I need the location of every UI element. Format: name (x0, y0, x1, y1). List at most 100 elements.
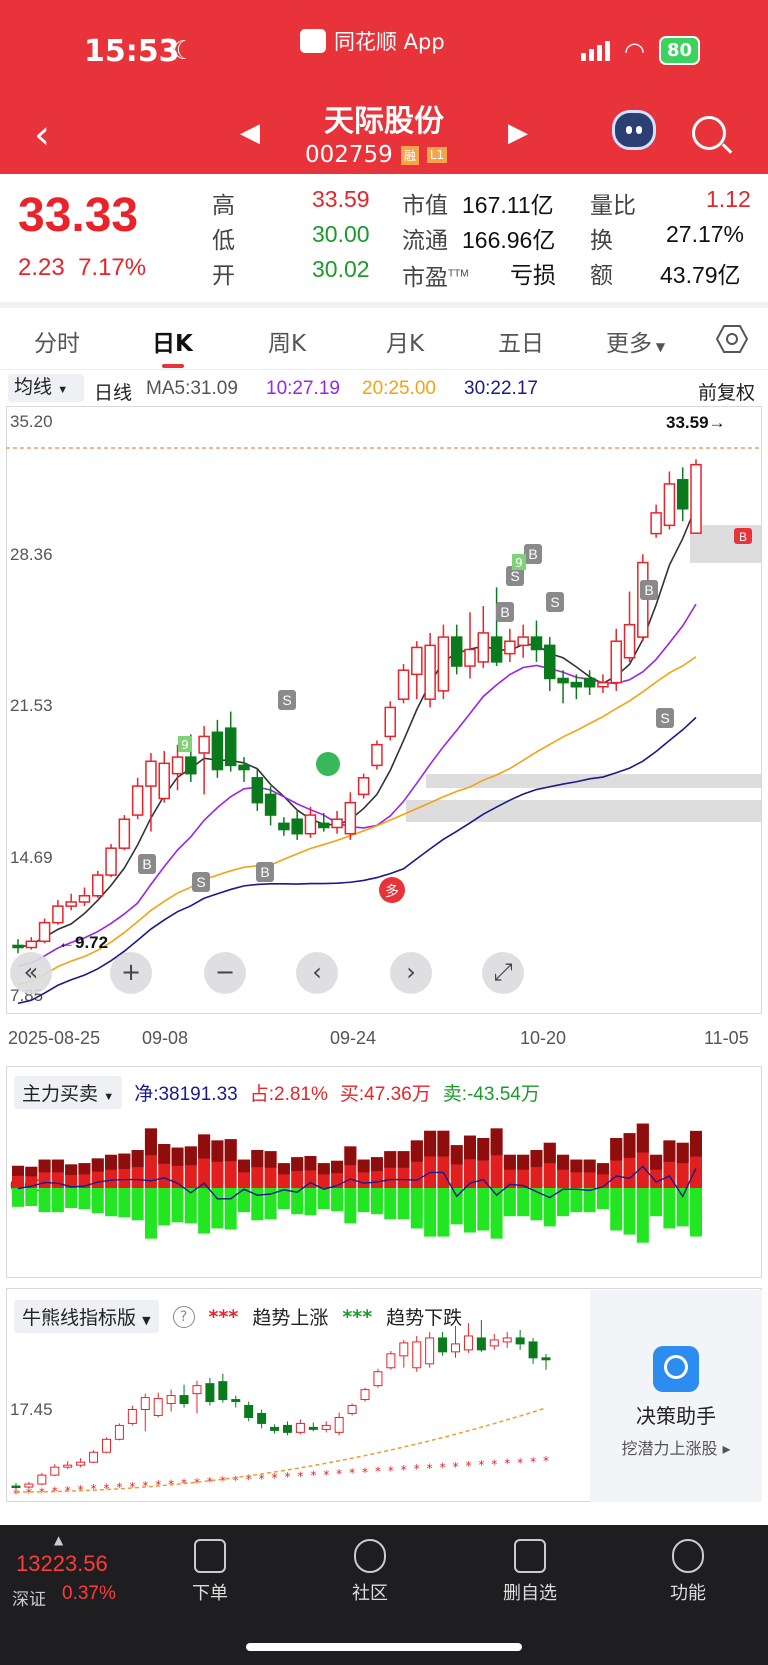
index-percent: 0.37% (62, 1583, 116, 1604)
trend-dot: * (116, 1481, 122, 1495)
app-logo-icon (300, 29, 326, 53)
tab-intraday[interactable]: 分时 (34, 331, 80, 357)
ma5-value: MA5:31.09 (146, 378, 238, 399)
sell-bar (51, 1188, 64, 1213)
volume-ratio-value: 1.12 (706, 186, 751, 212)
collapse-left-button[interactable]: « (10, 952, 52, 994)
trend-dot: * (349, 1466, 355, 1480)
buy-marker-text: B (739, 530, 747, 544)
sell-bar (397, 1188, 410, 1220)
sell-marker-text: S (196, 874, 205, 890)
back-button[interactable]: ‹ (34, 112, 50, 158)
menu-circle-icon (672, 1539, 704, 1573)
chevron-down-icon: ▼ (103, 1091, 115, 1103)
candle-up (65, 901, 77, 907)
tab-five-day[interactable]: 五日 (498, 331, 544, 357)
zoom-out-button[interactable]: − (204, 952, 246, 994)
money-flow-legend: 主力买卖 ▼ 净:38191.33 占:2.81% 买:47.36万 卖:-43… (14, 1076, 540, 1109)
tab-weekly-k[interactable]: 周K (268, 331, 307, 357)
kline-chart[interactable]: S B S B B S B S B S B 多 9 9 33.59→ ←9.72 (6, 406, 762, 1014)
nav-community-label: 社区 (352, 1583, 388, 1604)
big-buy-bar (676, 1142, 689, 1164)
bb-candle-down (308, 1426, 318, 1430)
buy-marker-text: B (500, 604, 509, 620)
bb-candle-up (334, 1416, 344, 1433)
big-buy-bar (610, 1138, 623, 1161)
bull-bear-selector[interactable]: 牛熊线指标版 ▼ (14, 1300, 159, 1333)
trend-dot: * (465, 1459, 471, 1473)
sell-marker (192, 872, 210, 892)
decision-assistant-card[interactable]: 决策助手 挖潜力上涨股 ▸ (590, 1290, 762, 1502)
buy-marker (640, 580, 658, 600)
ma-selector[interactable]: 均线 ▼ (8, 374, 84, 402)
bb-candle-up (412, 1341, 422, 1369)
bb-candle-down (205, 1383, 215, 1403)
zone-box (406, 800, 762, 822)
float-value: 166.96亿 (462, 227, 556, 253)
trend-dot: * (194, 1476, 200, 1490)
bear-marker (316, 752, 340, 776)
big-buy-bar (570, 1159, 583, 1173)
big-buy-bar (91, 1158, 104, 1172)
tab-more[interactable]: 更多 ▼ (606, 324, 665, 358)
sell-bar (464, 1188, 476, 1233)
fullscreen-button[interactable]: ⤢ (482, 952, 524, 994)
trend-dot: * (491, 1457, 497, 1471)
nav-order[interactable]: 下单 (170, 1539, 250, 1605)
zoom-in-button[interactable]: + (110, 952, 152, 994)
search-icon[interactable] (692, 116, 726, 150)
robot-assistant-icon[interactable] (612, 110, 656, 150)
stock-name: 天际股份 (324, 104, 444, 139)
ma20-value: 20:25.00 (362, 378, 436, 399)
nav-remove-watchlist[interactable]: 删自选 (490, 1539, 570, 1605)
buy-marker-text: B (260, 864, 269, 880)
sell-bar (517, 1188, 530, 1217)
big-buy-bar (198, 1134, 211, 1159)
y-tick-3: 21.53 (10, 696, 53, 715)
big-buy-bar (51, 1159, 64, 1173)
adjust-mode[interactable]: 前复权 (698, 383, 756, 404)
candle-down (278, 822, 290, 831)
nine-marker-text: 9 (515, 556, 523, 570)
next-stock-button[interactable]: ▶ (508, 118, 528, 148)
tab-daily-k[interactable]: 日K (152, 331, 193, 357)
pe-value: 亏损 (510, 262, 556, 288)
pan-left-button[interactable]: ‹ (296, 952, 338, 994)
big-buy-bar (331, 1160, 344, 1174)
index-value[interactable]: 13223.56 (16, 1551, 108, 1576)
prev-stock-button[interactable]: ◀ (240, 118, 260, 148)
sell-bar (690, 1188, 702, 1237)
header-bar: 15:53 ☾ 同花顺 App ◠ 80 ‹ ◀ 天际股份 ▶ 002759 融… (0, 0, 768, 174)
candle-up (623, 623, 636, 659)
candle-up (92, 874, 104, 897)
bull-bear-chart[interactable]: * * * * * * * * * * * * * * * * * * * * * * * * * * * * * * * * * * * * * * * *… (6, 1320, 590, 1500)
big-buy-bar (251, 1150, 264, 1168)
sell-bar (610, 1188, 623, 1231)
settings-hexagon-icon[interactable] (716, 324, 748, 354)
trend-dot: * (401, 1463, 407, 1477)
money-flow-selector[interactable]: 主力买卖 ▼ (14, 1076, 123, 1109)
trend-dot: * (233, 1473, 239, 1487)
tab-more-label: 更多 (606, 331, 652, 357)
candle-down (12, 944, 24, 949)
bb-candle-up (114, 1424, 124, 1440)
tab-monthly-k[interactable]: 月K (386, 331, 425, 357)
money-flow-chart[interactable] (6, 1110, 762, 1280)
candle-up (371, 743, 383, 767)
bull-bear-selector-label: 牛熊线指标版 (22, 1307, 137, 1329)
nav-functions[interactable]: 功能 (648, 1539, 728, 1605)
trend-dot: * (297, 1469, 303, 1483)
sell-bar (317, 1188, 330, 1210)
trend-dot: * (414, 1462, 420, 1476)
nav-community[interactable]: 社区 (330, 1539, 410, 1605)
pan-right-button[interactable]: › (390, 952, 432, 994)
help-icon[interactable]: ? (172, 1305, 195, 1328)
big-buy-bar (25, 1166, 38, 1177)
status-icons: ◠ 80 (580, 36, 700, 65)
sell-bar (25, 1188, 38, 1207)
zone-box (426, 774, 762, 788)
money-buy: 买:47.36万 (339, 1084, 431, 1105)
big-buy-bar (317, 1163, 330, 1175)
big-buy-bar (424, 1130, 437, 1157)
chevron-down-icon: ▼ (142, 1314, 151, 1327)
